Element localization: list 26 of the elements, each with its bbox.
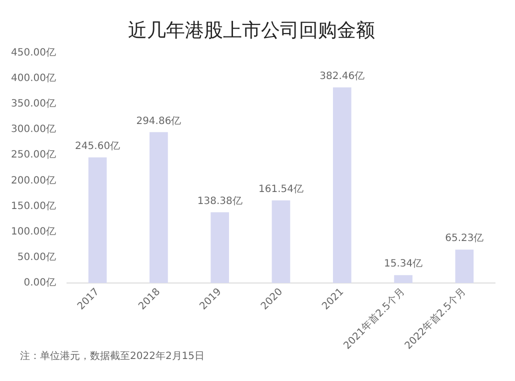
bar [455, 250, 474, 283]
data-label: 15.34亿 [384, 258, 423, 270]
data-label: 138.38亿 [197, 196, 242, 207]
data-label: 65.23亿 [445, 233, 484, 244]
y-tick-label: 200.00亿 [10, 175, 56, 186]
y-tick-label: 250.00亿 [10, 150, 56, 161]
data-label: 294.86亿 [136, 116, 182, 127]
y-tick-label: 300.00亿 [10, 124, 56, 136]
bar [272, 200, 290, 283]
y-tick-label: 400.00亿 [10, 72, 56, 84]
data-label: 245.60亿 [75, 140, 120, 152]
y-tick-label: 350.00亿 [10, 98, 56, 110]
chart-title: 近几年港股上市公司回购金额 [128, 19, 375, 42]
bar [88, 157, 107, 283]
y-tick-label: 50.00亿 [17, 252, 56, 264]
y-tick-label: 100.00亿 [10, 226, 56, 238]
bar [332, 87, 352, 283]
data-label: 382.46亿 [320, 70, 365, 82]
bar [394, 275, 412, 283]
text: 注：单位港元，数据截至2022年2月15日 [20, 350, 205, 362]
y-tick-label: 150.00亿 [10, 200, 56, 212]
bar [210, 212, 230, 283]
y-tick-label: 0.00亿 [24, 278, 56, 289]
y-tick-label: 450.00亿 [10, 47, 56, 58]
data-label: 161.54亿 [258, 184, 304, 195]
bar [150, 132, 168, 283]
